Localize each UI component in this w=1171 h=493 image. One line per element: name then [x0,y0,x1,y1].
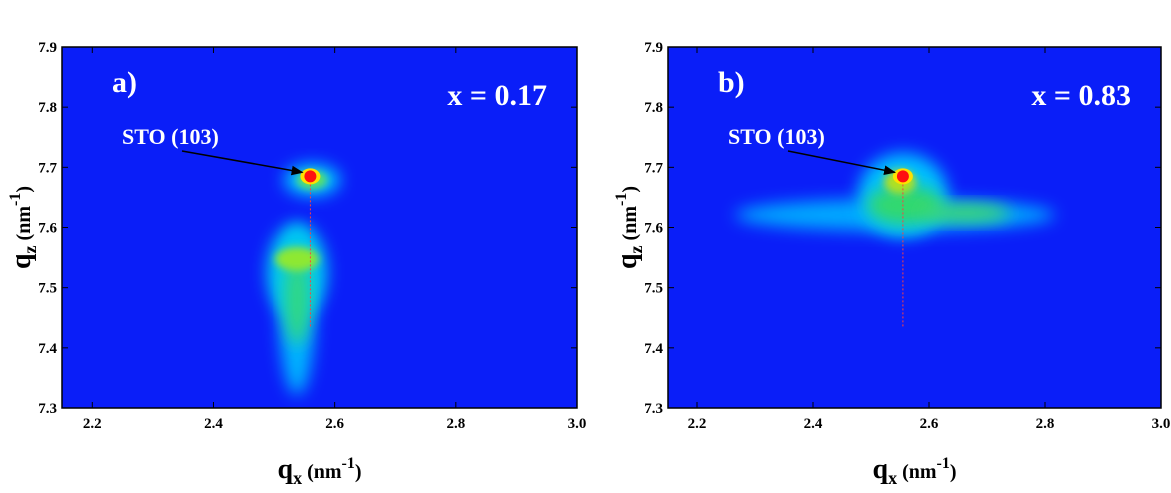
peak [304,170,317,183]
x-tick-label: 2.2 [83,416,102,432]
panel-label: a) [112,66,137,99]
y-tick-label: 7.9 [38,40,57,56]
y-axis-label-part: ) [619,186,641,193]
arrow [787,150,897,175]
x-axis-label-part: (nm [302,461,342,483]
y-axis-label-part: -1 [7,193,24,206]
y-tick-label: 7.6 [38,221,57,237]
y-tick-label: 7.5 [38,281,57,297]
peak [896,170,909,183]
x-axis-label-part: ) [950,461,957,483]
x-tick-label: 2.2 [688,416,707,432]
y-axis-label-part: z [20,245,40,253]
y-tick-label: 7.7 [644,160,663,176]
x-tick-label: 2.8 [446,416,465,432]
y-axis-label-part: -1 [613,193,630,206]
x-axis-label-part: x [888,468,897,488]
arrow [181,150,304,176]
x-tick-label: 2.4 [204,416,223,432]
peak-label: STO (103) [122,124,219,149]
y-tick-label: 7.6 [644,221,663,237]
x-tick-label: 3.0 [568,416,587,432]
y-axis-label: qz (nm-1) [612,186,646,269]
y-axis-label-part: z [626,245,646,253]
y-tick-label: 7.8 [644,100,663,116]
y-tick-label: 7.9 [644,40,663,56]
y-axis-label-part: (nm [619,206,641,246]
x-axis-label-part: ) [355,461,362,483]
y-tick-label: 7.4 [38,341,57,357]
y-tick-label: 7.5 [644,281,663,297]
y-tick-label: 7.8 [38,100,57,116]
y-axis-label-part: q [6,253,37,269]
y-tick-label: 7.3 [644,401,663,417]
x-axis-label-part: q [277,454,293,485]
y-tick-label: 7.4 [644,341,663,357]
peak-label: STO (103) [728,124,825,149]
x-axis-label-part: -1 [342,455,355,472]
x-axis-label-part: -1 [937,455,950,472]
x-tick-label: 2.8 [1036,416,1055,432]
annotation: x = 0.83 [1031,79,1131,112]
x-axis-label-part: x [293,468,302,488]
x-axis-label: qx (nm-1) [277,454,361,488]
x-axis-label: qx (nm-1) [872,454,956,488]
panel-label: b) [718,66,745,99]
y-tick-label: 7.3 [38,401,57,417]
plot-background [62,47,577,408]
y-axis-label: qz (nm-1) [6,186,40,269]
x-tick-label: 3.0 [1152,416,1171,432]
x-tick-label: 2.6 [920,416,939,432]
x-axis-label-part: (nm [897,461,937,483]
annotation: x = 0.17 [447,79,547,112]
x-tick-label: 2.4 [804,416,823,432]
x-tick-label: 2.6 [325,416,344,432]
y-tick-label: 7.7 [38,160,57,176]
y-axis-label-part: (nm [13,206,35,246]
y-axis-label-part: ) [13,186,35,193]
x-axis-label-part: q [872,454,888,485]
y-axis-label-part: q [612,253,643,269]
